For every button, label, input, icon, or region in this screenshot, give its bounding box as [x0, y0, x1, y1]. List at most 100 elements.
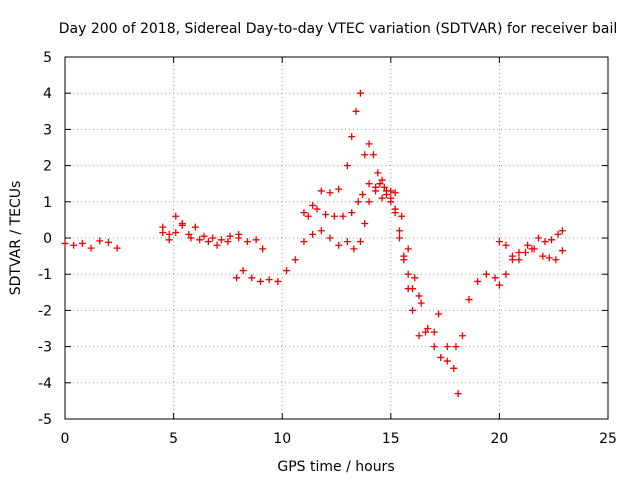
data-point	[352, 107, 360, 115]
data-point	[495, 238, 503, 246]
data-point	[515, 256, 523, 264]
grid	[65, 57, 608, 419]
data-point	[545, 254, 553, 262]
data-point	[309, 201, 317, 209]
data-point	[300, 209, 308, 217]
data-point	[165, 236, 173, 244]
data-point	[233, 274, 241, 282]
data-point	[196, 236, 204, 244]
data-point	[409, 285, 417, 293]
series-segment-b	[159, 212, 267, 253]
axis-ticks	[64, 56, 609, 420]
data-point	[354, 198, 362, 206]
data-point	[226, 232, 234, 240]
data-point	[209, 234, 217, 242]
y-tick-label: -1	[38, 267, 52, 283]
data-point	[61, 239, 69, 247]
data-point	[361, 151, 369, 159]
data-point	[539, 252, 547, 260]
y-tick-labels: -5 -4 -3 -2 -1 0 1 2 3 4 5	[38, 50, 52, 428]
y-axis-label: SDTVAR / TECUs	[8, 181, 24, 296]
data-point	[387, 194, 395, 202]
data-point	[259, 245, 267, 253]
data-point	[70, 241, 78, 249]
data-point	[435, 310, 443, 318]
data-point	[411, 274, 419, 282]
data-point	[548, 236, 556, 244]
chart-title: Day 200 of 2018, Sidereal Day-to-day VTE…	[59, 21, 617, 37]
data-point	[378, 194, 386, 202]
data-point	[330, 212, 338, 220]
data-point	[474, 277, 482, 285]
data-point	[450, 364, 458, 372]
x-axis-label: GPS time / hours	[277, 459, 394, 475]
data-point	[248, 274, 256, 282]
data-point	[343, 238, 351, 246]
data-point	[541, 238, 549, 246]
data-point	[437, 353, 445, 361]
data-point	[458, 332, 466, 340]
data-point	[256, 277, 264, 285]
series-segment-e	[304, 180, 566, 351]
data-point	[521, 248, 529, 256]
data-point	[113, 244, 121, 252]
data-point	[224, 238, 232, 246]
data-point	[376, 180, 384, 188]
data-point	[356, 238, 364, 246]
data-point	[422, 328, 430, 336]
data-point	[339, 212, 347, 220]
data-point	[348, 209, 356, 217]
data-point	[482, 270, 490, 278]
data-point	[415, 292, 423, 300]
data-point	[274, 277, 282, 285]
data-point	[380, 183, 388, 191]
data-point	[502, 241, 510, 249]
data-point	[191, 223, 199, 231]
y-tick-label: 3	[43, 122, 52, 138]
x-tick-label: 25	[599, 431, 617, 447]
x-tick-labels: 0 5 10 15 20 25	[61, 431, 617, 447]
data-point	[404, 270, 412, 278]
data-point	[365, 180, 373, 188]
data-point	[417, 299, 425, 307]
data-point	[348, 133, 356, 141]
data-point	[217, 236, 225, 244]
data-point	[361, 220, 369, 228]
data-point	[187, 234, 195, 242]
data-point	[430, 328, 438, 336]
data-point	[558, 227, 566, 235]
data-point	[326, 234, 334, 242]
data-point	[424, 325, 432, 332]
data-point	[365, 140, 373, 148]
data-point	[374, 169, 382, 177]
data-point	[395, 234, 403, 242]
data-point	[524, 241, 532, 249]
data-point	[159, 229, 167, 237]
x-tick-label: 10	[273, 431, 291, 447]
x-tick-label: 15	[382, 431, 400, 447]
data-point	[313, 205, 321, 213]
data-point	[326, 189, 334, 197]
data-point	[300, 238, 308, 246]
series-segment-d	[233, 187, 462, 398]
data-point	[322, 210, 330, 218]
y-tick-label: -3	[38, 340, 52, 356]
data-point	[178, 220, 186, 228]
data-point	[443, 343, 451, 351]
data-point	[96, 237, 104, 245]
data-point	[452, 343, 460, 351]
series-segment-c	[159, 220, 243, 249]
data-point	[378, 176, 386, 184]
data-point	[78, 239, 86, 247]
data-point	[200, 232, 208, 240]
data-point	[243, 238, 251, 246]
data-point	[252, 236, 260, 244]
data-point	[239, 267, 247, 275]
data-point	[235, 234, 243, 242]
data-point	[87, 244, 95, 252]
data-point	[554, 230, 562, 238]
y-tick-label: 5	[43, 50, 52, 66]
data-point	[430, 343, 438, 351]
data-point	[365, 198, 373, 206]
